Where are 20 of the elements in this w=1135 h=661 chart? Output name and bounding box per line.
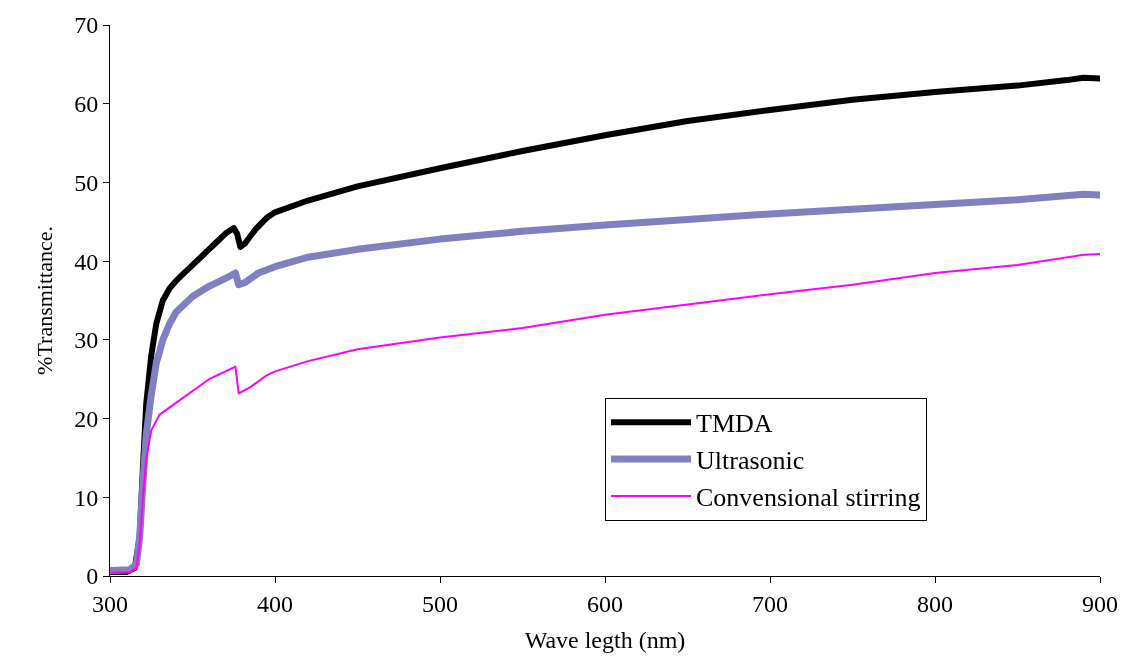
y-tick-label: 60 [74, 91, 99, 118]
legend-label: TMDA [696, 409, 773, 439]
y-tick-label: 70 [74, 12, 99, 39]
y-tick-label: 30 [74, 327, 99, 354]
legend-label: Convensional stirring [696, 483, 921, 513]
x-tick-label: 300 [92, 590, 128, 617]
x-tick-label: 500 [422, 590, 458, 617]
y-tick-label: 40 [74, 248, 99, 275]
y-tick-label: 0 [86, 563, 99, 590]
x-tick-label: 800 [917, 590, 953, 617]
y-tick-label: 50 [74, 169, 99, 196]
y-tick-label: 10 [74, 484, 99, 511]
x-tick-label: 600 [587, 590, 623, 617]
x-tick-label: 400 [257, 590, 293, 617]
legend-label: Ultrasonic [696, 446, 805, 476]
y-tick-label: 20 [74, 405, 99, 432]
x-axis-title: Wave legth (nm) [524, 627, 686, 654]
x-tick-label: 700 [752, 590, 788, 617]
x-tick-label: 900 [1082, 590, 1118, 617]
y-axis-title: %Transmittance. [32, 226, 57, 375]
